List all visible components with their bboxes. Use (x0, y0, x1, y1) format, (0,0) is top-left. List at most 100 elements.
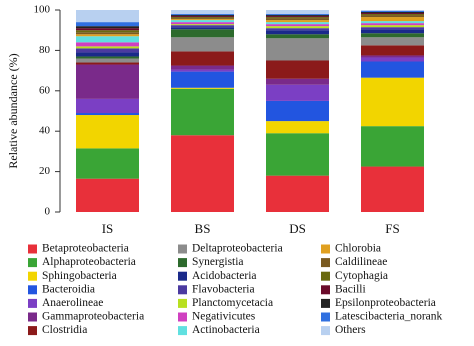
bar-segment (171, 87, 234, 89)
bar-segment (171, 22, 234, 25)
bar-segment (76, 26, 139, 29)
bar-segment (76, 113, 139, 116)
bar-segment (266, 121, 329, 134)
bar-segment (171, 51, 234, 66)
bar-segment (266, 84, 329, 101)
bar-segment (171, 25, 234, 28)
bar-segment (171, 88, 234, 136)
legend-label: Clostridia (42, 324, 87, 336)
bar-segment (266, 30, 329, 35)
bar-segment (76, 48, 139, 53)
bar-segment (361, 12, 424, 14)
bar-segment (76, 28, 139, 31)
legend-label: Bacilli (335, 283, 366, 295)
legend-swatch (178, 326, 187, 336)
bar-segment (171, 29, 234, 38)
legend-swatch (28, 298, 37, 308)
bar-segment (266, 20, 329, 23)
legend-swatch (321, 326, 330, 336)
bar-segment (76, 52, 139, 57)
bar-segment (361, 33, 424, 38)
legend-swatch (28, 258, 37, 268)
bar-segment (76, 30, 139, 33)
legend-label: Negativicutes (192, 311, 256, 323)
x-tick-label: FS (385, 221, 399, 236)
legend-label: Cytophagia (335, 270, 388, 282)
bar-segment (76, 56, 139, 59)
bar-segment (266, 22, 329, 25)
bar-segment (76, 46, 139, 49)
legend-swatch (178, 312, 187, 322)
bar-segment (171, 135, 234, 212)
bar-segment (266, 16, 329, 18)
legend-swatch (28, 312, 37, 322)
bar-segment (171, 18, 234, 20)
bar-segment (361, 25, 424, 28)
bar-segment (76, 178, 139, 212)
legend-swatch (28, 244, 37, 254)
bar-segment (266, 14, 329, 16)
bar-segment (266, 18, 329, 21)
bar-segment (266, 15, 329, 17)
bar-segment (171, 17, 234, 19)
bar-segment (361, 77, 424, 127)
bar-segment (171, 16, 234, 18)
bar-segment (361, 126, 424, 167)
legend-label: Flavobacteria (192, 283, 255, 295)
legend-swatch (321, 258, 330, 268)
legend-label: Deltaproteobacteria (192, 243, 283, 255)
bar-segment (171, 65, 234, 70)
bar-segment (266, 78, 329, 85)
bar-segment (76, 62, 139, 65)
legend-label: Others (335, 324, 366, 336)
legend-label: Betaproteobacteria (42, 243, 129, 255)
bar-segment (361, 27, 424, 30)
bar-segment (361, 45, 424, 56)
bar-segment (76, 64, 139, 99)
bar-segment (171, 24, 234, 26)
bar-segment (171, 37, 234, 52)
legend-label: Acidobacteria (192, 270, 257, 282)
bar-segment (361, 14, 424, 16)
legend-swatch (321, 298, 330, 308)
bar-segment (76, 148, 139, 179)
bar-segment (361, 17, 424, 22)
bar-segment (171, 14, 234, 16)
bar-segment (266, 17, 329, 19)
legend-label: Synergistia (192, 256, 244, 268)
legend-label: Anaerolineae (42, 297, 103, 309)
bar-segment (266, 60, 329, 79)
bar-segment (76, 34, 139, 37)
bar-segment (361, 57, 424, 62)
y-tick-label: 0 (45, 206, 51, 218)
bar-segment (171, 20, 234, 23)
bar-segment (266, 100, 329, 122)
y-tick-label: 20 (39, 165, 51, 177)
legend-swatch (178, 298, 187, 308)
legend-label: Alphaproteobacteria (42, 256, 136, 268)
legend-swatch (28, 285, 37, 295)
bar-segment (361, 166, 424, 212)
legend-swatch (178, 285, 187, 295)
bar-segment (266, 38, 329, 61)
x-tick-label: DS (289, 221, 306, 236)
y-tick-label: 100 (34, 4, 51, 16)
bar-segment (361, 23, 424, 26)
bar-segment (361, 15, 424, 18)
bar-segment (76, 22, 139, 27)
bar-segment (361, 11, 424, 13)
bar-segment (361, 10, 424, 12)
bar-segment (266, 34, 329, 39)
legend-label: Chlorobia (335, 243, 381, 255)
legend-swatch (321, 271, 330, 281)
bar-segment (76, 36, 139, 43)
legend-swatch (178, 271, 187, 281)
bar-segment (361, 21, 424, 24)
legend-swatch (321, 244, 330, 254)
bar-segment (171, 19, 234, 21)
bar-segment (266, 24, 329, 27)
legend-label: Sphingobacteria (42, 270, 117, 282)
bar-segment (171, 27, 234, 30)
bar-segment (76, 42, 139, 47)
